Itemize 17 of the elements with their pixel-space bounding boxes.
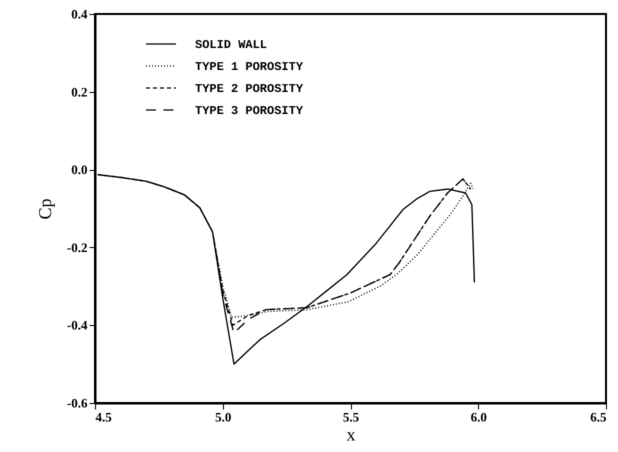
y-tick-label: 0.4 bbox=[71, 6, 88, 22]
x-tick-label: 5.0 bbox=[215, 410, 232, 424]
legend-label: TYPE 3 POROSITY bbox=[195, 104, 304, 118]
x-tick-label: 6.0 bbox=[470, 410, 487, 424]
x-tick-label: 4.5 bbox=[96, 410, 112, 424]
legend-label: TYPE 2 POROSITY bbox=[195, 82, 304, 96]
y-tick-label: -0.4 bbox=[66, 318, 88, 333]
y-tick-label: 0.0 bbox=[71, 162, 88, 178]
y-tick-label: -0.6 bbox=[66, 396, 88, 410]
x-tick-label: 6.5 bbox=[590, 410, 607, 424]
y-tick-label: 0.2 bbox=[71, 84, 88, 100]
x-tick-label: 5.5 bbox=[342, 410, 360, 424]
legend-label: SOLID WALL bbox=[195, 38, 268, 52]
legend-label: TYPE 1 POROSITY bbox=[195, 60, 304, 74]
y-tick-label: -0.2 bbox=[66, 240, 88, 255]
y-axis-title: Cp bbox=[34, 198, 55, 220]
x-axis-title: x bbox=[346, 424, 356, 444]
